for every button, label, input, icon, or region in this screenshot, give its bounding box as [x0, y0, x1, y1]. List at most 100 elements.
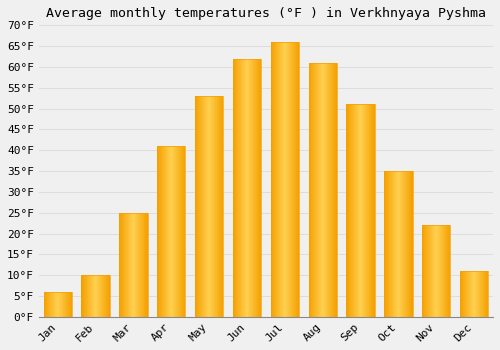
Bar: [105, 275, 106, 317]
Bar: [402, 171, 403, 317]
Bar: [425, 225, 426, 317]
Bar: [61, 292, 62, 317]
Bar: [387, 171, 388, 317]
Bar: [119, 213, 120, 317]
Bar: [482, 271, 483, 317]
Bar: [126, 213, 127, 317]
Bar: [51, 292, 52, 317]
Bar: [109, 275, 110, 317]
Bar: [198, 96, 199, 317]
Bar: [473, 271, 474, 317]
Bar: [314, 63, 315, 317]
Bar: [310, 63, 311, 317]
Bar: [247, 58, 248, 317]
Bar: [177, 146, 178, 317]
Bar: [236, 58, 237, 317]
Bar: [294, 42, 295, 317]
Bar: [147, 213, 148, 317]
Bar: [107, 275, 108, 317]
Bar: [179, 146, 180, 317]
Bar: [64, 292, 65, 317]
Bar: [431, 225, 432, 317]
Bar: [356, 104, 357, 317]
Bar: [200, 96, 201, 317]
Bar: [176, 146, 177, 317]
Bar: [44, 292, 45, 317]
Bar: [96, 275, 98, 317]
Bar: [145, 213, 146, 317]
Bar: [122, 213, 123, 317]
Bar: [69, 292, 70, 317]
Bar: [91, 275, 92, 317]
Bar: [172, 146, 173, 317]
Bar: [143, 213, 144, 317]
Bar: [197, 96, 198, 317]
Bar: [99, 275, 100, 317]
Bar: [335, 63, 336, 317]
Bar: [183, 146, 184, 317]
Bar: [95, 275, 96, 317]
Bar: [258, 58, 259, 317]
Bar: [130, 213, 131, 317]
Bar: [435, 225, 436, 317]
Bar: [52, 292, 53, 317]
Bar: [286, 42, 287, 317]
Bar: [132, 213, 133, 317]
Bar: [161, 146, 162, 317]
Bar: [309, 63, 310, 317]
Bar: [391, 171, 392, 317]
Bar: [104, 275, 105, 317]
Bar: [68, 292, 69, 317]
Bar: [119, 213, 148, 317]
Bar: [142, 213, 143, 317]
Bar: [57, 292, 58, 317]
Bar: [125, 213, 126, 317]
Bar: [346, 104, 375, 317]
Bar: [271, 42, 272, 317]
Bar: [121, 213, 122, 317]
Bar: [324, 63, 325, 317]
Bar: [437, 225, 438, 317]
Bar: [206, 96, 207, 317]
Bar: [195, 96, 224, 317]
Bar: [218, 96, 219, 317]
Bar: [144, 213, 145, 317]
Bar: [317, 63, 318, 317]
Bar: [423, 225, 424, 317]
Bar: [215, 96, 216, 317]
Bar: [364, 104, 365, 317]
Bar: [484, 271, 485, 317]
Bar: [220, 96, 221, 317]
Bar: [50, 292, 51, 317]
Bar: [308, 63, 337, 317]
Bar: [160, 146, 161, 317]
Bar: [84, 275, 85, 317]
Bar: [242, 58, 243, 317]
Bar: [274, 42, 275, 317]
Bar: [44, 292, 72, 317]
Bar: [181, 146, 182, 317]
Bar: [257, 58, 258, 317]
Bar: [277, 42, 278, 317]
Bar: [221, 96, 222, 317]
Bar: [100, 275, 102, 317]
Bar: [351, 104, 352, 317]
Bar: [233, 58, 261, 317]
Bar: [291, 42, 292, 317]
Bar: [65, 292, 66, 317]
Bar: [386, 171, 387, 317]
Bar: [137, 213, 138, 317]
Bar: [223, 96, 224, 317]
Bar: [474, 271, 476, 317]
Bar: [244, 58, 246, 317]
Bar: [276, 42, 277, 317]
Bar: [158, 146, 159, 317]
Bar: [479, 271, 480, 317]
Bar: [366, 104, 367, 317]
Bar: [222, 96, 223, 317]
Bar: [373, 104, 374, 317]
Bar: [408, 171, 409, 317]
Bar: [170, 146, 172, 317]
Bar: [363, 104, 364, 317]
Bar: [384, 171, 412, 317]
